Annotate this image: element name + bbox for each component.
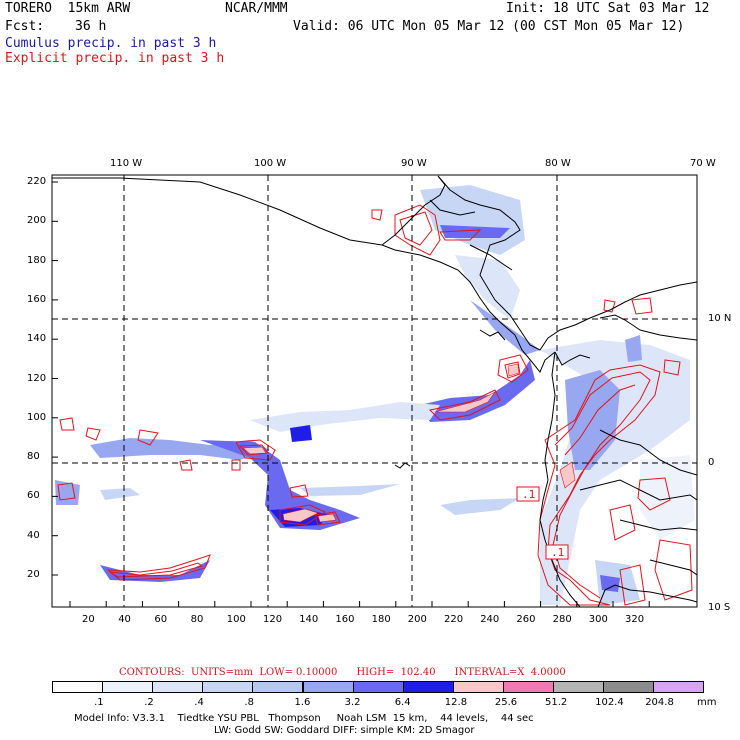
colorbar-label: .2 — [144, 697, 154, 708]
colorbar-label: 6.4 — [394, 697, 411, 708]
lat-lon-grid — [52, 175, 697, 607]
x-grid-label: 60 — [154, 614, 168, 625]
colorbar-swatch — [302, 681, 354, 693]
model-info-line1: Model Info: V3.3.1 Tiedtke YSU PBL Thomp… — [74, 713, 534, 724]
y-grid-label: 120 — [27, 372, 47, 384]
colorbar-label: .4 — [194, 697, 204, 708]
model-name: TORERO 15km ARW — [5, 1, 131, 16]
y-grid-label: 20 — [27, 569, 40, 580]
lat-label-0: 0 — [708, 457, 715, 468]
colorbar-label: 204.8 — [645, 697, 674, 708]
colorbar-swatch — [102, 681, 154, 693]
y-grid-label: 100 — [27, 411, 47, 423]
y-grid-label: 200 — [27, 215, 47, 227]
explicit-precip-contours — [57, 204, 693, 606]
colorbar-label: 12.8 — [444, 697, 468, 708]
lon-label-90w: 90 W — [401, 158, 427, 169]
x-grid-label: 300 — [588, 614, 608, 625]
x-grid-label: 20 — [82, 614, 95, 625]
x-grid-label: 220 — [444, 614, 464, 625]
lat-label-10s: 10 S — [708, 602, 731, 613]
lon-label-70w: 70 W — [690, 158, 716, 169]
colorbar-label: 3.2 — [344, 697, 361, 708]
colorbar-swatch — [402, 681, 454, 693]
colorbar-label: .8 — [244, 697, 254, 708]
x-grid-label: 320 — [625, 614, 645, 625]
forecast-hour: 36 h — [75, 19, 107, 34]
colorbar-label: 102.4 — [595, 697, 624, 708]
y-grid-label: 180 — [27, 254, 47, 266]
colorbar-swatch — [452, 681, 504, 693]
colorbar-label: 25.6 — [494, 697, 518, 708]
contours-info: CONTOURS: UNITS=mm LOW= 0.10000 HIGH= 10… — [119, 667, 566, 678]
init-time: Init: 18 UTC Sat 03 Mar 12 — [506, 1, 710, 16]
precip-fields — [55, 185, 695, 606]
forecast-label: Fcst: — [5, 19, 45, 34]
lat-label-10n: 10 N — [708, 313, 732, 324]
colorbar-label: .1 — [94, 697, 104, 708]
x-grid-label: 40 — [118, 614, 131, 625]
model-info-line2: LW: Godd SW: Goddard DIFF: simple KM: 2D… — [214, 725, 475, 736]
map-frame — [51, 174, 698, 608]
axis-ticks — [52, 181, 650, 607]
lon-label-110w: 110 W — [110, 158, 143, 169]
y-grid-label: 60 — [27, 490, 40, 502]
x-grid-label: 280 — [552, 614, 572, 625]
colorbar-swatch — [202, 681, 254, 693]
x-grid-label: 100 — [226, 614, 246, 625]
colorbar-swatch — [653, 681, 705, 693]
y-grid-label: 160 — [27, 293, 47, 305]
colorbar-swatch — [52, 681, 104, 693]
colorbar-swatch — [252, 681, 304, 693]
x-grid-label: 200 — [407, 614, 427, 625]
colorbar-label: 51.2 — [545, 697, 568, 708]
x-grid-label: 160 — [335, 614, 355, 625]
y-grid-label: 40 — [27, 529, 40, 541]
explicit-legend: Explicit precip. in past 3 h — [5, 51, 225, 66]
y-grid-label: 220 — [27, 176, 47, 187]
x-grid-label: 260 — [516, 614, 536, 625]
explicit-precip-heavy — [242, 363, 576, 523]
colorbar-swatch — [603, 681, 655, 693]
coastlines — [52, 175, 697, 607]
contour-label-1: .1 — [522, 488, 536, 501]
x-grid-label: 140 — [299, 614, 319, 625]
colorbar-unit: mm — [697, 697, 717, 708]
contour-label-boxes — [516, 486, 569, 560]
colorbar-swatch — [352, 681, 404, 693]
cumulus-legend: Cumulus precip. in past 3 h — [5, 36, 217, 51]
x-grid-label: 240 — [480, 614, 500, 625]
x-grid-label: 80 — [190, 614, 204, 625]
contour-label-2: .1 — [551, 546, 565, 559]
x-grid-label: 120 — [263, 614, 283, 625]
cumulus-precip-shading — [55, 185, 695, 605]
colorbar-swatch — [502, 681, 554, 693]
organization: NCAR/MMM — [225, 1, 288, 16]
colorbar-swatch — [553, 681, 605, 693]
y-grid-label: 140 — [27, 333, 47, 345]
colorbar-label: 1.6 — [294, 697, 311, 708]
lon-label-80w: 80 W — [545, 158, 571, 169]
lon-label-100w: 100 W — [254, 158, 287, 169]
y-grid-label: 80 — [27, 451, 40, 463]
x-grid-label: 180 — [371, 614, 391, 625]
valid-time: Valid: 06 UTC Mon 05 Mar 12 (00 CST Mon … — [293, 19, 685, 34]
colorbar-swatch — [152, 681, 204, 693]
